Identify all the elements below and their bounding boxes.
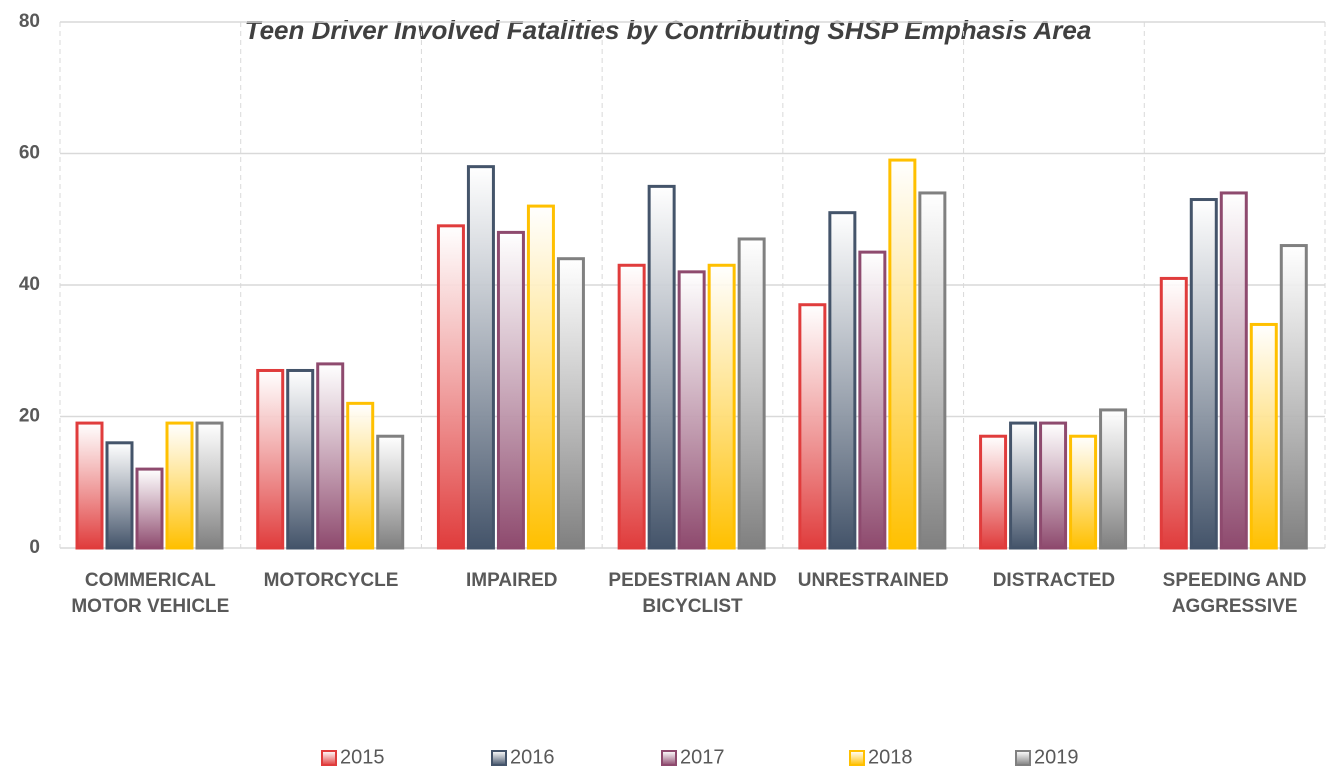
legend-swatch (1015, 750, 1031, 766)
bar (466, 165, 495, 550)
bar (1159, 276, 1188, 550)
bar (918, 191, 947, 550)
bar (346, 401, 375, 550)
bar (798, 303, 827, 550)
legend-swatch (849, 750, 865, 766)
bar (979, 434, 1008, 550)
y-tick-label: 20 (19, 406, 40, 427)
x-tick-label: UNRESTRAINED (797, 570, 949, 591)
bar (376, 434, 405, 550)
bar (828, 211, 857, 550)
bar (737, 237, 766, 550)
bar (1099, 408, 1128, 550)
bar (556, 257, 585, 550)
bar (1219, 191, 1248, 550)
bar (647, 184, 676, 550)
bar (1279, 244, 1308, 550)
bar (1249, 322, 1278, 550)
x-tick-label: PEDESTRIAN AND BICYCLIST (608, 570, 777, 617)
legend-swatch (661, 750, 677, 766)
bar (1009, 421, 1038, 550)
bar (135, 467, 164, 550)
bar (1069, 434, 1098, 550)
y-tick-label: 80 (19, 11, 40, 32)
legend-label: 2017 (680, 746, 725, 768)
bar (858, 250, 887, 550)
legend-label: 2015 (340, 746, 385, 768)
x-tick-label: COMMERICAL MOTOR VEHICLE (71, 570, 230, 617)
bar (617, 263, 646, 550)
y-tick-label: 40 (19, 274, 40, 295)
bar (436, 224, 465, 550)
y-tick-label: 0 (29, 537, 40, 558)
bar (1189, 198, 1218, 550)
bar (316, 362, 345, 550)
bar (1039, 421, 1068, 550)
legend-swatch (321, 750, 337, 766)
bar (526, 204, 555, 550)
bar (105, 441, 134, 550)
legend-swatch (491, 750, 507, 766)
y-tick-label: 60 (19, 143, 40, 164)
chart-title: Teen Driver Involved Fatalities by Contr… (245, 15, 1092, 45)
legend-label: 2019 (1034, 746, 1079, 768)
bar (165, 421, 194, 550)
bar (75, 421, 104, 550)
bar (677, 270, 706, 550)
bar (256, 368, 285, 550)
bar (496, 230, 525, 550)
bar (888, 158, 917, 550)
x-tick-label: SPEEDING AND AGGRESSIVE (1162, 570, 1307, 617)
bar (195, 421, 224, 550)
bar (286, 368, 315, 550)
legend-label: 2016 (510, 746, 555, 768)
bar (707, 263, 736, 550)
legend-label: 2018 (868, 746, 913, 768)
x-tick-label: IMPAIRED (466, 570, 558, 591)
x-tick-label: DISTRACTED (992, 570, 1116, 591)
x-tick-label: MOTORCYCLE (263, 570, 399, 591)
